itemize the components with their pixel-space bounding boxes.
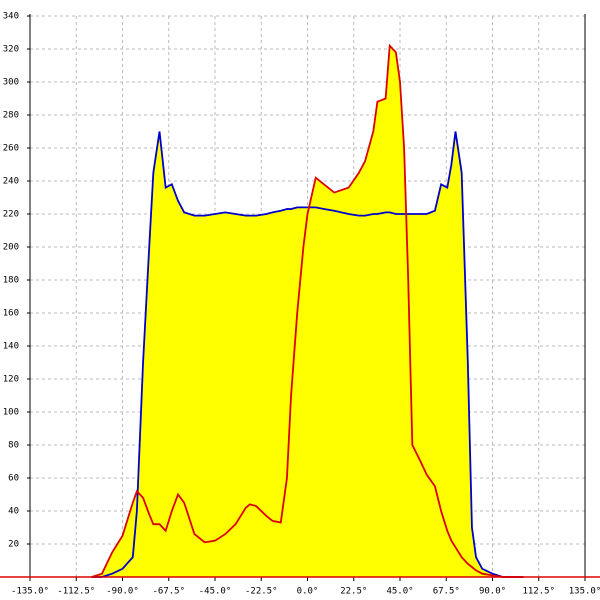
y-tick-label: 220 [3,210,19,220]
x-tick-label: -112.5° [57,587,95,597]
y-tick-label: 60 [8,474,19,484]
x-tick-label: -45.0° [199,587,232,597]
x-tick-label: 45.0° [386,587,413,597]
x-tick-label: -22.5° [245,587,278,597]
y-tick-label: 260 [3,144,19,154]
line [91,43,524,578]
y-tick-label: 80 [8,441,19,451]
area [91,45,524,577]
x-tick-label: -135.0° [11,587,49,597]
y-tick-label: 320 [3,45,19,55]
y-tick-label: 240 [3,177,19,187]
x-tick-label: -90.0° [106,587,139,597]
y-tick-label: 20 [8,540,19,550]
x-tick-label: -67.5° [152,587,185,597]
y-tick-label: 120 [3,375,19,385]
y-tick-label: 340 [3,12,19,22]
x-tick-label: 0.0° [297,587,319,597]
x-tick-label: 67.5° [433,587,460,597]
x-tick-label: 90.0° [479,587,506,597]
y-tick-label: 180 [3,276,19,286]
y-tick-label: 300 [3,78,19,88]
y-tick-label: 40 [8,507,19,517]
y-tick-label: 100 [3,408,19,418]
line [91,131,524,578]
y-tick-label: 280 [3,111,19,121]
x-tick-label: 112.5° [522,587,555,597]
y-tick-label: 160 [3,309,19,319]
y-tick-label: 200 [3,243,19,253]
x-tick-label: 135.0° [569,587,600,597]
x-tick-label: 22.5° [340,587,367,597]
y-tick-label: 140 [3,342,19,352]
